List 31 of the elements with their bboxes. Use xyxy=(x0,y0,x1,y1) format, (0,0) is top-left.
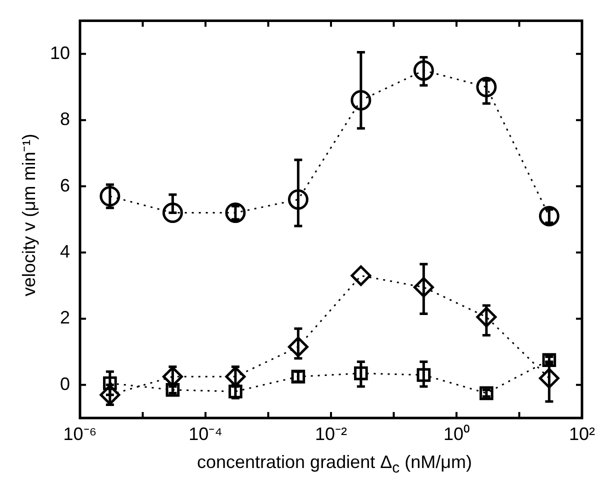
point xyxy=(476,306,497,328)
point xyxy=(350,90,372,110)
point xyxy=(538,368,560,389)
x-tick-label: 10⁻⁴ xyxy=(188,424,222,444)
x-tick-label: 10⁻² xyxy=(314,424,348,444)
point xyxy=(288,336,308,358)
y-tick-label: 2 xyxy=(60,308,70,328)
y-tick-label: 6 xyxy=(60,175,70,196)
point xyxy=(100,384,120,406)
point xyxy=(100,186,120,206)
y-tick-label: 8 xyxy=(60,109,70,130)
point xyxy=(225,202,246,224)
x-tick-label: 10⁰ xyxy=(443,424,470,444)
y-axis-title: velocity v (μm min⁻¹) xyxy=(18,134,40,296)
y-tick-label: 4 xyxy=(60,241,70,262)
point xyxy=(480,386,494,400)
x-tick-label: 10² xyxy=(568,424,596,444)
point xyxy=(288,189,308,210)
x-axis-title: concentration gradient Δ$_{c}$ (nM/μm) xyxy=(196,452,474,477)
point xyxy=(538,206,560,226)
point xyxy=(354,366,368,380)
point xyxy=(476,76,497,98)
point xyxy=(416,368,431,382)
y-tick-label: 10 xyxy=(50,42,70,63)
x-tick-label: 10⁻⁶ xyxy=(63,424,97,444)
point xyxy=(103,376,117,390)
point xyxy=(413,60,434,81)
point xyxy=(350,265,372,286)
y-tick-label: 0 xyxy=(60,374,70,394)
point xyxy=(162,202,183,224)
point xyxy=(413,277,434,298)
